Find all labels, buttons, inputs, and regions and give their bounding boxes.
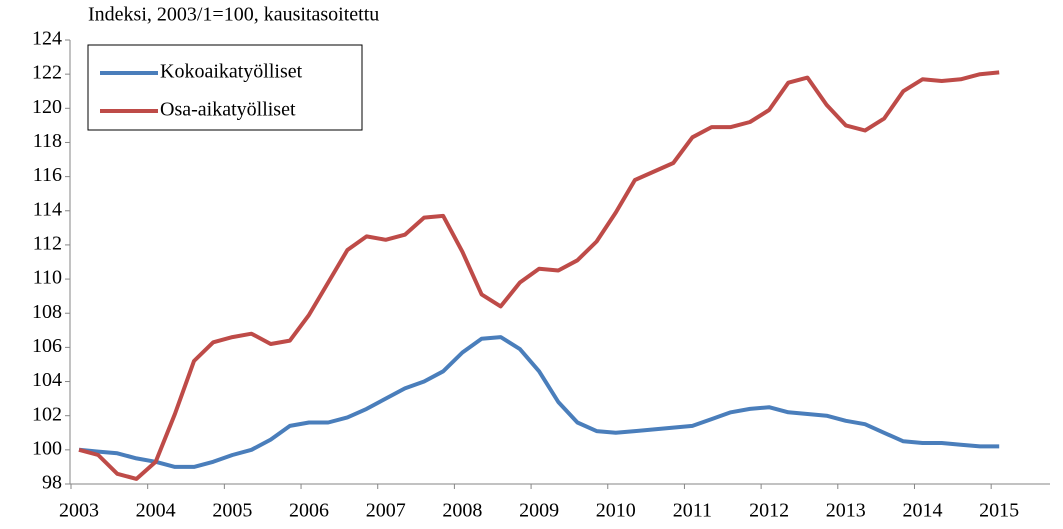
legend-label: Kokoaikatyölliset xyxy=(160,61,303,83)
y-tick-label: 124 xyxy=(32,28,62,50)
y-tick-label: 118 xyxy=(33,130,62,152)
y-tick-label: 110 xyxy=(33,267,62,289)
y-tick-label: 112 xyxy=(33,233,62,255)
y-tick-label: 106 xyxy=(32,335,62,357)
y-tick-label: 100 xyxy=(32,437,62,459)
y-tick-label: 114 xyxy=(33,198,62,220)
series-line xyxy=(78,335,1000,469)
legend-box xyxy=(87,44,363,131)
x-tick-label: 2005 xyxy=(212,500,252,522)
y-tick-label: 108 xyxy=(32,301,62,323)
x-tick-label: 2013 xyxy=(826,500,866,522)
x-tick-label: 2007 xyxy=(366,500,406,522)
legend-label: Osa-aikatyölliset xyxy=(160,99,296,121)
series-line xyxy=(78,70,1000,481)
x-tick-label: 2006 xyxy=(289,500,329,522)
x-tick-label: 2008 xyxy=(442,500,482,522)
x-tick-label: 2015 xyxy=(979,500,1019,522)
y-tick-label: 120 xyxy=(32,96,62,118)
x-tick-label: 2010 xyxy=(596,500,636,522)
y-tick-label: 98 xyxy=(42,472,62,494)
y-tick-label: 122 xyxy=(32,62,62,84)
chart-title: Indeksi, 2003/1=100, kausitasoitettu xyxy=(88,4,379,26)
x-tick-label: 2004 xyxy=(136,500,176,522)
y-tick-label: 104 xyxy=(32,369,62,391)
y-tick-label: 102 xyxy=(32,403,62,425)
x-tick-label: 2014 xyxy=(902,500,942,522)
x-tick-label: 2012 xyxy=(749,500,789,522)
x-tick-label: 2011 xyxy=(673,500,712,522)
x-tick-label: 2009 xyxy=(519,500,559,522)
x-tick-label: 2003 xyxy=(59,500,99,522)
y-tick-label: 116 xyxy=(33,164,62,186)
